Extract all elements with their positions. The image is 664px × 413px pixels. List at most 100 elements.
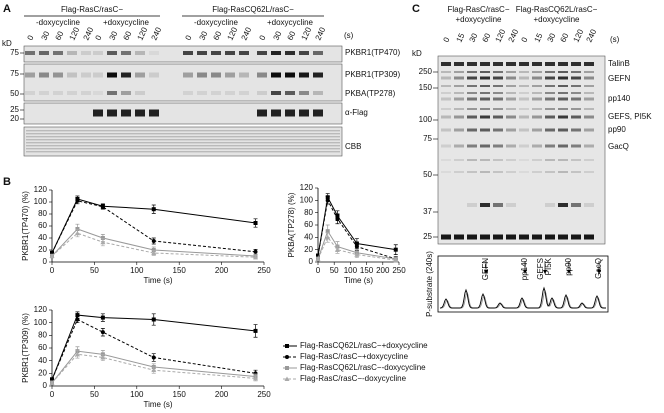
band	[149, 72, 159, 78]
point	[100, 204, 105, 209]
band	[545, 128, 555, 132]
y-tick-label: 120	[34, 305, 48, 314]
point	[253, 375, 259, 381]
band	[480, 62, 490, 66]
condition-label: +doxycycline	[267, 18, 314, 27]
point	[49, 380, 55, 385]
x-tick-label: 250	[257, 266, 271, 275]
band	[25, 91, 35, 95]
band	[584, 92, 594, 94]
x-tick-label: 150	[360, 266, 374, 275]
x-tick-label: 100	[344, 266, 358, 275]
band	[211, 72, 221, 78]
time-label: 15	[455, 31, 467, 43]
band	[519, 76, 529, 80]
point	[75, 317, 80, 322]
point	[335, 216, 340, 221]
band	[506, 128, 516, 132]
arrow-head	[567, 270, 571, 274]
y-tick-label: 80	[38, 209, 47, 218]
band	[493, 62, 503, 66]
band	[285, 109, 295, 117]
band	[506, 92, 516, 94]
point	[325, 229, 330, 234]
trace-frame	[437, 255, 609, 313]
y-axis-label: PKBR1(TP309) (%)	[21, 313, 30, 383]
band	[584, 128, 594, 132]
mw-marker: 75	[10, 48, 19, 57]
band	[558, 97, 568, 101]
blot	[23, 126, 343, 157]
band	[519, 115, 529, 119]
band	[519, 128, 529, 132]
panel-label: B	[3, 176, 11, 188]
mw-marker: 75	[10, 69, 19, 78]
band	[558, 144, 568, 148]
y-tick-label: 40	[38, 233, 47, 242]
time-label: 60	[559, 31, 571, 43]
x-axis-label: Time (s)	[143, 276, 172, 285]
point	[253, 371, 258, 376]
y-tick-label: 0	[43, 257, 48, 266]
trace-label: pp140	[520, 257, 529, 280]
x-tick-label: 100	[130, 390, 144, 399]
band	[480, 85, 490, 87]
legend-marker	[284, 376, 290, 381]
condition-label: +doxycycline	[103, 18, 150, 27]
band	[93, 51, 103, 55]
time-label: 0	[184, 33, 194, 41]
point	[354, 252, 360, 257]
time-label: 60	[286, 29, 298, 41]
band	[183, 72, 193, 78]
band	[225, 72, 235, 78]
band	[584, 144, 594, 148]
band	[53, 91, 63, 95]
band	[519, 97, 529, 101]
band	[183, 51, 193, 55]
band	[441, 234, 451, 240]
point	[75, 227, 80, 231]
time-label: 30	[108, 29, 120, 41]
band	[26, 136, 340, 138]
band	[67, 51, 77, 55]
band	[506, 108, 516, 110]
point	[75, 313, 80, 318]
band	[480, 92, 490, 94]
series-line	[317, 236, 396, 261]
band	[441, 62, 451, 66]
time-label: 120	[226, 25, 240, 41]
band	[519, 144, 529, 148]
band	[299, 109, 309, 117]
band	[506, 62, 516, 66]
band	[480, 159, 490, 161]
band	[571, 115, 581, 119]
band	[545, 203, 555, 207]
mw-marker: 25	[423, 232, 432, 241]
band	[135, 72, 145, 78]
band	[532, 171, 542, 173]
band-label: GEFS, PI5K	[608, 112, 652, 121]
time-label: 240	[240, 25, 254, 41]
band	[121, 91, 131, 95]
time-label: 240	[585, 27, 599, 43]
band	[467, 76, 477, 80]
band	[467, 71, 477, 73]
band	[571, 159, 581, 161]
band	[313, 109, 323, 117]
band	[480, 97, 490, 101]
band	[571, 234, 581, 240]
band	[467, 234, 477, 240]
band	[558, 128, 568, 132]
band	[493, 108, 503, 110]
band	[135, 91, 145, 95]
point	[315, 256, 321, 261]
band	[571, 92, 581, 94]
band	[545, 108, 555, 110]
band	[467, 144, 477, 148]
y-tick-label: 40	[38, 356, 47, 365]
band	[299, 51, 309, 55]
blot-label: α-Flag	[345, 108, 368, 117]
mw-marker: 25	[10, 105, 19, 114]
condition-label: -doxycycline	[36, 18, 81, 27]
band	[480, 144, 490, 148]
